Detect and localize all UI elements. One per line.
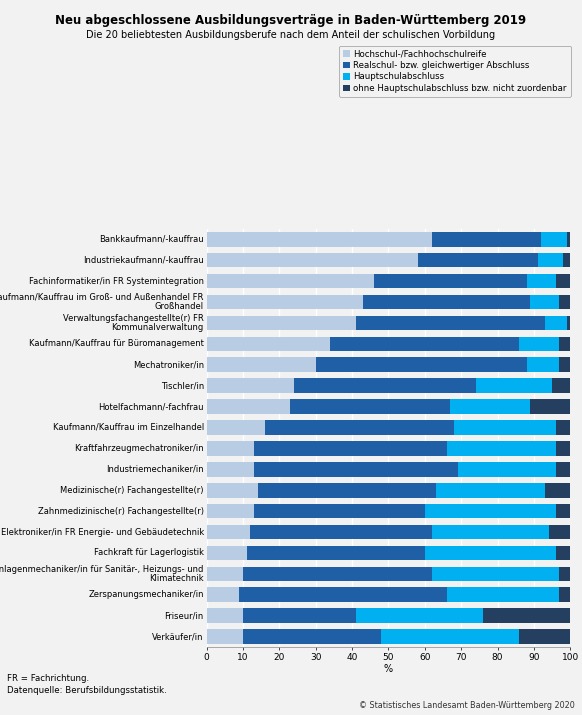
Bar: [519, 337, 559, 351]
Bar: [436, 483, 545, 498]
Bar: [330, 337, 519, 351]
Bar: [432, 566, 559, 581]
Bar: [425, 504, 556, 518]
Bar: [418, 253, 538, 267]
Bar: [207, 232, 432, 247]
Bar: [447, 441, 556, 455]
Bar: [254, 441, 447, 455]
Text: Neu abgeschlossene Ausbildungsverträge in Baden-Württemberg 2019: Neu abgeschlossene Ausbildungsverträge i…: [55, 14, 527, 27]
Bar: [545, 315, 567, 330]
Bar: [207, 274, 374, 288]
Bar: [207, 315, 356, 330]
Bar: [265, 420, 454, 435]
Bar: [556, 420, 570, 435]
Bar: [559, 566, 570, 581]
Text: © Statistisches Landesamt Baden-Württemberg 2020: © Statistisches Landesamt Baden-Württemb…: [359, 701, 575, 710]
Bar: [207, 504, 254, 518]
Bar: [207, 546, 247, 561]
Bar: [527, 358, 559, 372]
Bar: [254, 504, 425, 518]
Bar: [243, 608, 356, 623]
Bar: [447, 588, 559, 602]
Bar: [207, 525, 250, 539]
Bar: [363, 295, 530, 310]
Bar: [356, 315, 545, 330]
Bar: [207, 420, 265, 435]
Bar: [425, 546, 556, 561]
Bar: [530, 399, 570, 414]
Bar: [457, 462, 556, 477]
Bar: [207, 253, 418, 267]
Bar: [247, 546, 425, 561]
Bar: [207, 629, 243, 644]
Bar: [243, 566, 432, 581]
Bar: [556, 546, 570, 561]
Bar: [374, 274, 527, 288]
Bar: [556, 462, 570, 477]
Bar: [207, 483, 257, 498]
Bar: [381, 629, 520, 644]
Bar: [450, 399, 530, 414]
X-axis label: %: %: [384, 664, 393, 674]
Bar: [545, 483, 570, 498]
Bar: [207, 399, 290, 414]
Bar: [483, 608, 570, 623]
Bar: [207, 588, 239, 602]
Bar: [559, 337, 570, 351]
Bar: [243, 629, 381, 644]
Bar: [432, 232, 541, 247]
Bar: [541, 232, 567, 247]
Text: Datenquelle: Berufsbildungsstatistik.: Datenquelle: Berufsbildungsstatistik.: [7, 686, 166, 695]
Bar: [207, 462, 254, 477]
Bar: [290, 399, 450, 414]
Bar: [552, 378, 570, 393]
Bar: [207, 378, 294, 393]
Text: Die 20 beliebtesten Ausbildungsberufe nach dem Anteil der schulischen Vorbildung: Die 20 beliebtesten Ausbildungsberufe na…: [87, 30, 495, 40]
Bar: [315, 358, 527, 372]
Bar: [559, 295, 570, 310]
Bar: [556, 504, 570, 518]
Bar: [432, 525, 548, 539]
Bar: [563, 253, 570, 267]
Bar: [257, 483, 436, 498]
Bar: [538, 253, 563, 267]
Bar: [527, 274, 556, 288]
Bar: [239, 588, 447, 602]
Bar: [548, 525, 570, 539]
Bar: [250, 525, 432, 539]
Bar: [207, 358, 315, 372]
Bar: [454, 420, 556, 435]
Bar: [356, 608, 483, 623]
Legend: Hochschul-/Fachhochschulreife, Realschul- bzw. gleichwertiger Abschluss, Hauptsc: Hochschul-/Fachhochschulreife, Realschul…: [339, 46, 571, 97]
Bar: [519, 629, 570, 644]
Bar: [207, 608, 243, 623]
Bar: [559, 588, 570, 602]
Bar: [294, 378, 475, 393]
Bar: [207, 295, 363, 310]
Bar: [530, 295, 559, 310]
Text: FR = Fachrichtung.: FR = Fachrichtung.: [7, 674, 89, 684]
Bar: [567, 232, 570, 247]
Bar: [207, 566, 243, 581]
Bar: [567, 315, 570, 330]
Bar: [556, 441, 570, 455]
Bar: [475, 378, 552, 393]
Bar: [254, 462, 457, 477]
Bar: [207, 337, 330, 351]
Bar: [556, 274, 570, 288]
Bar: [559, 358, 570, 372]
Bar: [207, 441, 254, 455]
